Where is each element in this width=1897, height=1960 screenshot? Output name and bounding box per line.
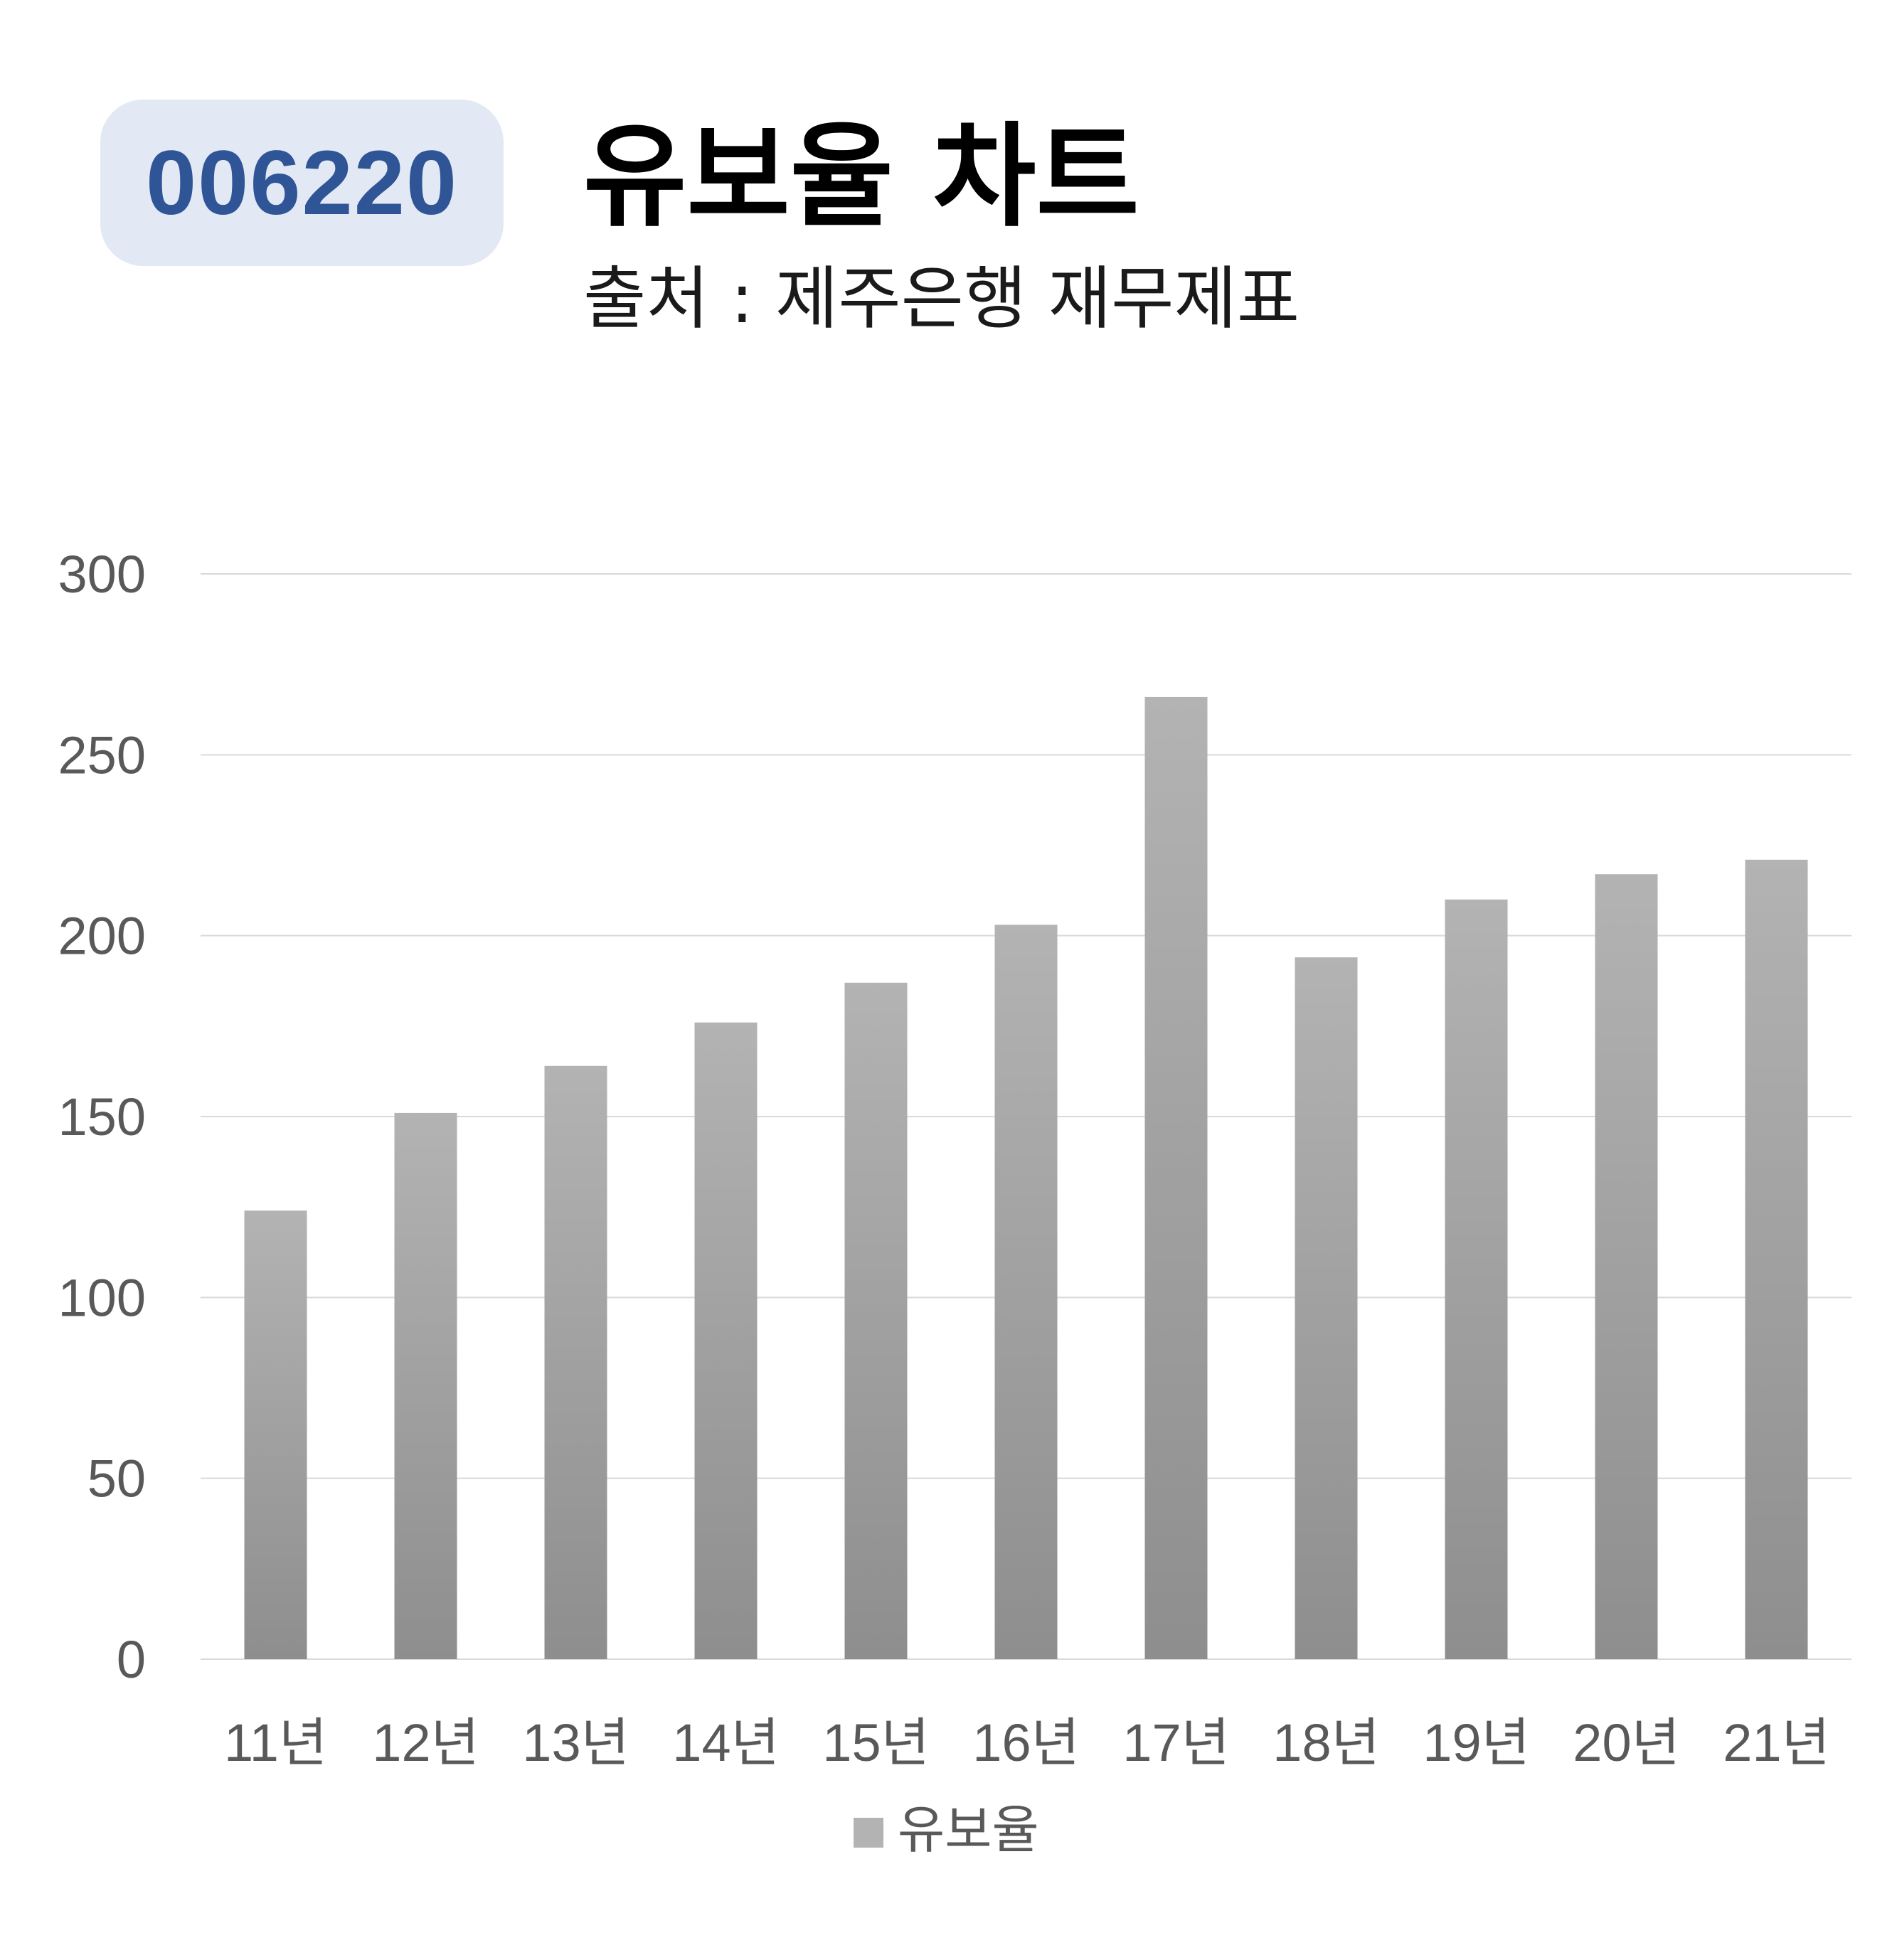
y-tick-label: 300 — [58, 545, 146, 604]
x-tick-label: 15년 — [822, 1713, 929, 1772]
y-tick-label: 150 — [58, 1087, 146, 1146]
y-tick-label: 250 — [58, 725, 146, 784]
x-tick-label: 17년 — [1122, 1713, 1229, 1772]
x-tick-label: 18년 — [1272, 1713, 1379, 1772]
bar — [394, 1112, 457, 1659]
x-tick-label: 19년 — [1423, 1713, 1529, 1772]
y-axis-ticks: 0 50 100 150 200 250 300 — [58, 545, 146, 1689]
x-tick-label: 11년 — [224, 1713, 327, 1772]
x-tick-label: 12년 — [372, 1713, 479, 1772]
bar — [844, 982, 908, 1659]
legend-swatch — [854, 1818, 883, 1848]
chart-subtitle: 출처 : 제주은행 재무제표 — [583, 259, 1300, 339]
x-axis-ticks: 11년 12년 13년 14년 15년 16년 17년 18년 19년 20년 21년 — [224, 1713, 1830, 1772]
y-tick-label: 0 — [117, 1630, 146, 1689]
y-tick-label: 200 — [58, 907, 146, 966]
chart-title: 유보율 차트 — [583, 112, 1139, 243]
bar — [244, 1210, 307, 1659]
bar — [694, 1022, 758, 1659]
legend: 유보율 — [854, 1800, 1039, 1860]
x-tick-label: 14년 — [672, 1713, 779, 1772]
bar — [1595, 874, 1658, 1659]
bar — [1745, 859, 1808, 1659]
x-tick-label: 20년 — [1573, 1713, 1679, 1772]
bar — [1144, 696, 1208, 1659]
y-tick-label: 50 — [87, 1449, 146, 1508]
y-tick-label: 100 — [58, 1268, 146, 1327]
legend-label: 유보율 — [898, 1800, 1039, 1860]
bars — [244, 696, 1808, 1659]
x-tick-label: 16년 — [972, 1713, 1079, 1772]
bar — [1295, 957, 1358, 1659]
bar — [544, 1065, 607, 1659]
x-tick-label: 21년 — [1723, 1713, 1829, 1772]
bar — [994, 925, 1058, 1659]
bar — [1445, 899, 1508, 1659]
stock-code-badge: 006220 — [100, 100, 504, 266]
stock-code: 006220 — [145, 132, 459, 234]
x-tick-label: 13년 — [522, 1713, 629, 1772]
